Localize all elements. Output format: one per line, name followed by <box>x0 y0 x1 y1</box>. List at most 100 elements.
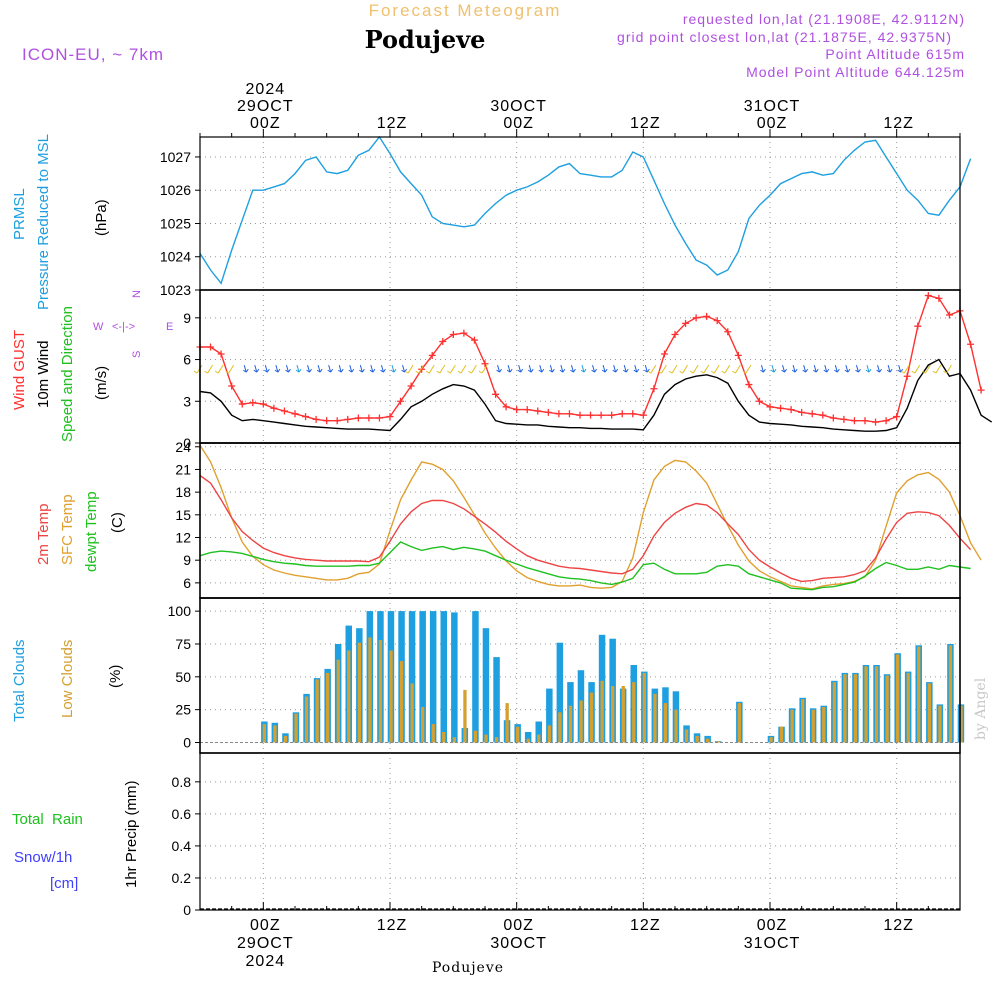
t2m-line <box>199 474 972 583</box>
low-cloud-bar <box>579 700 583 743</box>
precip-label-snow: Snow/1h <box>14 849 72 866</box>
low-cloud-bar <box>843 674 847 743</box>
sfc-temp-line <box>199 444 982 590</box>
temp-tick-label: 9 <box>183 552 191 568</box>
gust-marker <box>650 385 658 393</box>
gust-marker <box>692 314 700 322</box>
gust-marker <box>861 417 869 425</box>
compass-icon: W <-|-> E N S <box>93 290 173 358</box>
low-cloud-bar <box>389 650 393 743</box>
wind-direction-arrow <box>478 364 488 374</box>
wind-direction-arrow <box>447 364 456 374</box>
total-cloud-bar <box>546 688 553 743</box>
bottom-time-label: 00Z <box>250 917 281 934</box>
precip-tick-label: 0.6 <box>172 806 192 822</box>
gust-marker <box>217 350 225 358</box>
gust-marker <box>903 372 911 380</box>
footer-location: Podujeve <box>432 960 504 976</box>
gust-marker <box>798 408 806 416</box>
low-cloud-bar <box>368 637 372 743</box>
wind-direction-arrow <box>886 364 893 373</box>
clouds-tick-label: 100 <box>168 603 192 619</box>
requested-coordinates: requested lon,lat (21.1908E, 42.9112N) <box>683 11 965 27</box>
gust-marker <box>682 319 690 327</box>
precip-tick-label: 0.4 <box>172 838 192 854</box>
precip-tick-label: 0.8 <box>172 774 192 790</box>
clouds-panel: 0 25 50 75 100 <box>168 597 965 754</box>
low-cloud-bar <box>822 707 826 743</box>
gust-marker <box>882 417 890 425</box>
wind-direction-arrow <box>295 364 302 373</box>
total-cloud-bar <box>408 611 416 743</box>
precip-tick-label: 0.2 <box>172 870 192 886</box>
total-cloud-bar <box>472 611 479 743</box>
clouds-label-low: Low Clouds <box>59 640 76 718</box>
wind-direction-arrow <box>204 364 213 374</box>
low-cloud-bar <box>737 703 741 743</box>
temp-frame <box>199 442 961 599</box>
wind-direction-arrow <box>425 364 435 374</box>
wind-direction-arrow <box>732 364 741 374</box>
gust-marker <box>280 407 288 415</box>
wind-direction-arrow <box>538 364 545 373</box>
low-cloud-bar <box>262 724 266 743</box>
low-cloud-bar <box>558 712 562 743</box>
gust-marker <box>819 411 827 419</box>
wind-direction-arrow <box>517 364 524 373</box>
credit-watermark: by Angel <box>973 677 989 740</box>
wind-direction-arrow <box>404 364 414 374</box>
dewpoint-line <box>199 541 971 591</box>
bottom-time-label: 2024 <box>246 953 286 970</box>
top-time-label: 29OCT <box>237 98 294 115</box>
clouds-tick-label: 75 <box>175 636 191 652</box>
compass-north: N <box>131 290 143 298</box>
wind-direction-arrow <box>742 364 752 374</box>
wind-direction-arrow <box>214 364 224 374</box>
wind-direction-arrow <box>327 364 334 373</box>
wind-direction-arrow <box>380 364 386 373</box>
low-cloud-bar <box>874 666 879 743</box>
low-cloud-bar <box>779 726 784 743</box>
wind-direction-arrow <box>932 364 942 374</box>
wind-direction-arrow <box>580 364 587 373</box>
location-title: Podujeve <box>365 25 486 54</box>
low-cloud-bar <box>431 724 435 743</box>
gust-marker <box>439 337 447 345</box>
wind-direction-arrow <box>710 364 720 374</box>
wind-direction-arrow <box>457 364 467 374</box>
wind-direction-arrow <box>897 364 904 373</box>
temp-unit: (C) <box>109 512 126 533</box>
point-altitude: Point Altitude 615m <box>825 46 965 62</box>
low-cloud-bar <box>716 741 720 743</box>
gust-marker <box>291 410 299 418</box>
gust-marker <box>924 292 932 300</box>
low-cloud-bar <box>885 675 889 743</box>
gust-marker <box>808 410 816 418</box>
temp-tick-label: 21 <box>175 461 191 477</box>
low-cloud-bar <box>663 703 668 743</box>
total-cloud-bar <box>482 628 490 743</box>
pressure-line <box>199 135 972 285</box>
bottom-time-label: 29OCT <box>237 935 294 952</box>
wind-direction-arrow <box>591 364 597 373</box>
wind-direction-arrow <box>401 364 407 373</box>
clouds-tick-label: 50 <box>175 669 191 685</box>
total-cloud-bar <box>440 611 447 743</box>
gust-marker <box>513 406 521 414</box>
temp-tick-label: 18 <box>175 484 191 500</box>
low-cloud-bar <box>294 713 298 743</box>
gust-marker <box>534 407 542 415</box>
gust-marker <box>671 331 679 339</box>
pressure-tick-label: 1025 <box>160 215 191 231</box>
wind-direction-arrow <box>865 364 872 373</box>
wind-label-speed: 10m Wind <box>35 340 52 408</box>
gust-marker <box>228 382 236 390</box>
low-cloud-bar <box>304 696 309 743</box>
compass-east: E <box>166 321 173 333</box>
low-cloud-bar <box>516 726 520 743</box>
wind-direction-arrow <box>253 364 260 373</box>
gust-marker <box>829 414 837 422</box>
top-time-label: 2024 <box>246 81 286 98</box>
clouds-tick-label: 0 <box>183 734 191 750</box>
product-title: Forecast Meteogram <box>369 1 562 20</box>
